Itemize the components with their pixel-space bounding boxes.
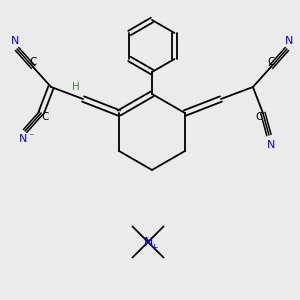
Text: C: C [267, 57, 274, 67]
Text: N: N [285, 36, 293, 46]
Text: N: N [19, 134, 27, 144]
Text: C: C [255, 112, 262, 122]
Text: N: N [143, 236, 153, 248]
Text: ⁻: ⁻ [28, 132, 34, 142]
Text: C: C [41, 112, 49, 122]
Text: C: C [29, 57, 37, 67]
Text: +: + [150, 242, 158, 251]
Text: H: H [72, 82, 80, 92]
Text: N: N [11, 36, 19, 46]
Text: N: N [267, 140, 275, 150]
